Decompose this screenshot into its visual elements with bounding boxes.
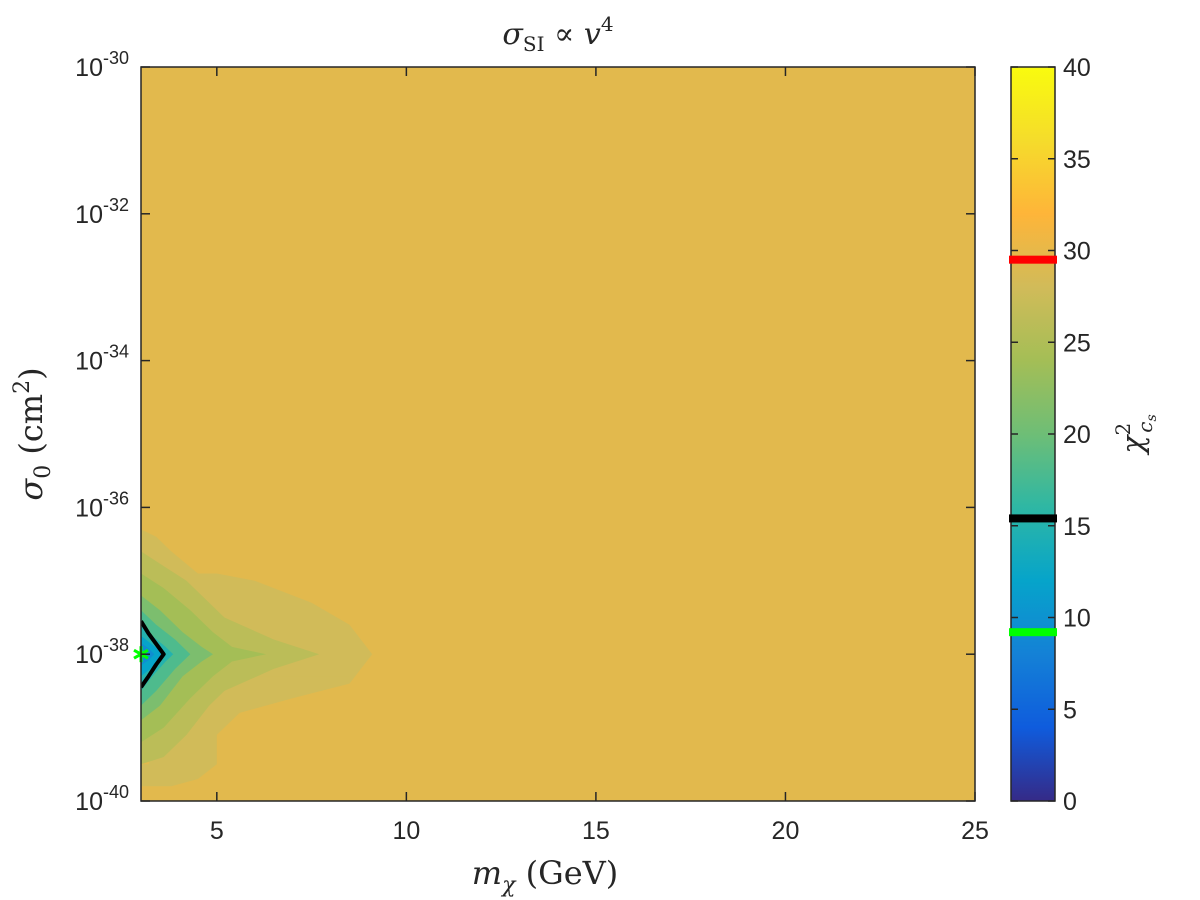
- colorbar-threshold-marker: [1009, 255, 1057, 264]
- y-axis-ticks: 10-40 10-38 10-36 10-34 10-32 10-30: [75, 48, 975, 816]
- y-tick-label: 10-40: [75, 782, 129, 816]
- x-tick-label: 10: [392, 817, 420, 845]
- colorbar-tick-label: 35: [1063, 146, 1091, 174]
- contour-regions: [141, 529, 373, 787]
- x-tick-label: 20: [772, 817, 800, 845]
- x-axis-label: mχ (GeV): [472, 854, 618, 898]
- y-axis-label: σ0 (cm2): [10, 367, 56, 500]
- y-tick-label: 10-30: [75, 48, 129, 82]
- y-tick-label: 10-38: [75, 635, 129, 669]
- x-axis-ticks: 5 10 15 20 25: [210, 67, 989, 845]
- colorbar-label: χ2cs: [1111, 414, 1160, 455]
- y-tick-label: 10-36: [75, 488, 129, 522]
- colorbar-threshold-marker: [1009, 628, 1057, 637]
- colorbar-tick-label: 15: [1063, 513, 1091, 541]
- x-tick-label: 5: [210, 817, 224, 845]
- plot-frame: [140, 66, 976, 802]
- chart-title: σSI ∝ v4: [502, 12, 613, 56]
- colorbar-threshold-markers: [1009, 255, 1057, 637]
- colorbar-threshold-marker: [1009, 514, 1057, 523]
- colorbar-tick-label: 0: [1063, 788, 1077, 816]
- confidence-contour-line: [141, 620, 166, 689]
- colorbar-ticks: 0 5 10 15 20 25 30 35 40: [1011, 54, 1091, 816]
- y-tick-label: 10-34: [75, 342, 129, 376]
- y-tick-label: 10-32: [75, 195, 129, 229]
- x-tick-label: 25: [961, 817, 989, 845]
- colorbar-tick-label: 10: [1063, 605, 1091, 633]
- colorbar-tick-label: 40: [1063, 54, 1091, 82]
- colorbar-tick-label: 30: [1063, 238, 1091, 266]
- colorbar-tick-label: 25: [1063, 329, 1091, 357]
- colorbar-tick-label: 20: [1063, 421, 1091, 449]
- colorbar-tick-label: 5: [1063, 696, 1077, 724]
- x-tick-label: 15: [582, 817, 610, 845]
